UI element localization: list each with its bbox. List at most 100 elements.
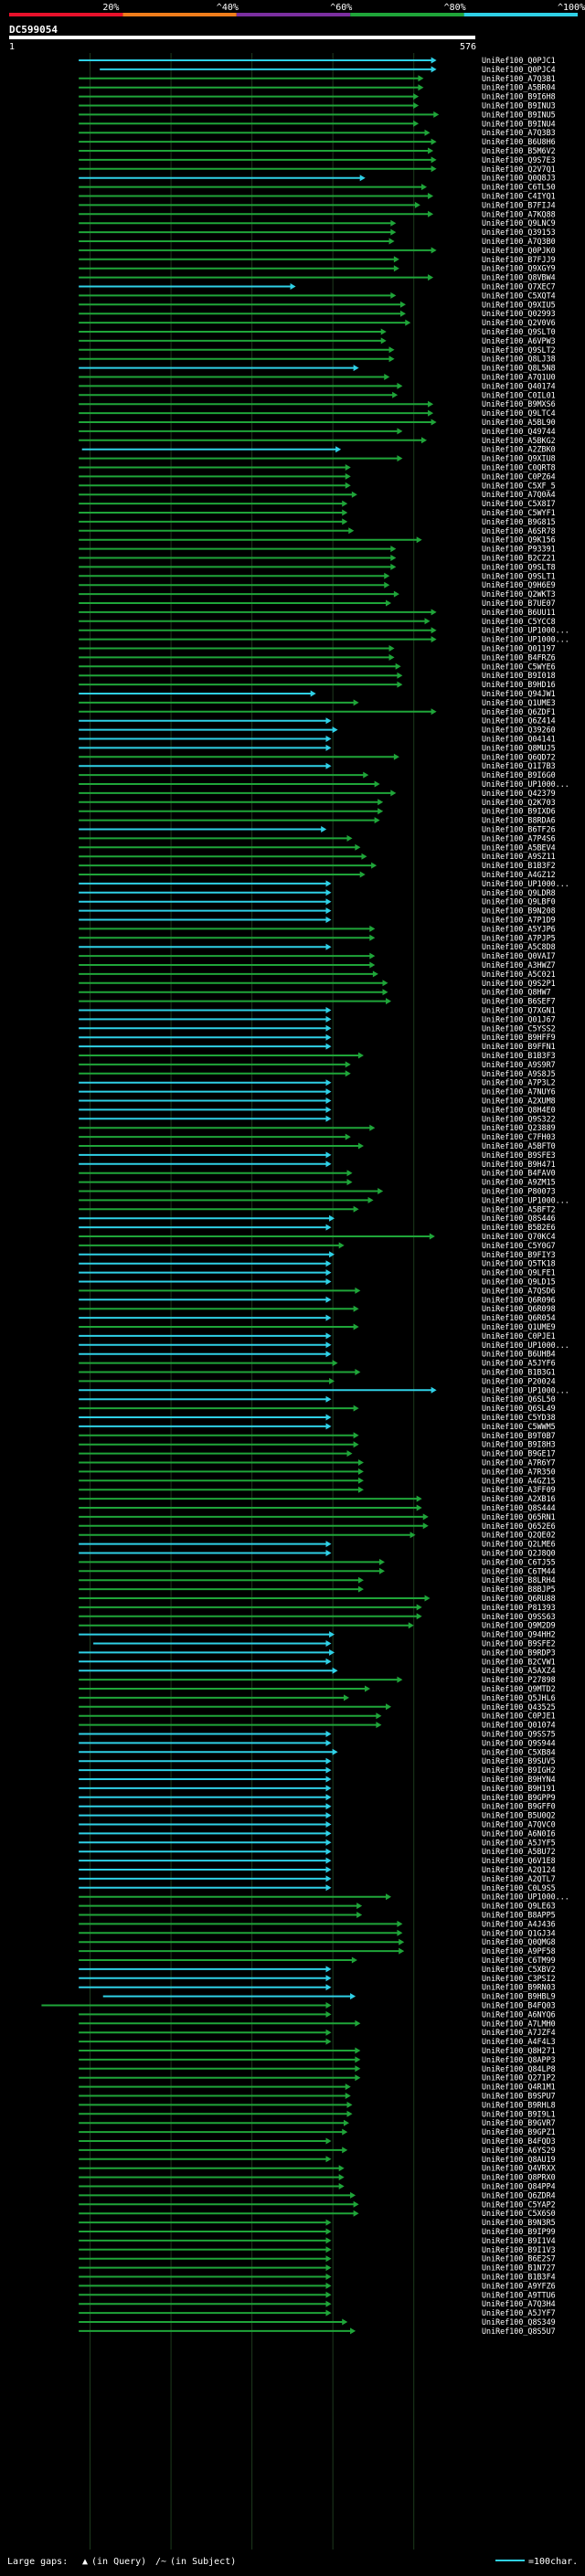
hit-label[interactable]: UniRef100_Q2WKT3 xyxy=(482,589,556,599)
hit-label[interactable]: UniRef100_B6E2S7 xyxy=(482,2254,556,2263)
hit-label[interactable]: UniRef100_B9N208 xyxy=(482,906,556,916)
hit-label[interactable]: UniRef100_C0L9S5 xyxy=(482,1883,556,1892)
hit-label[interactable]: UniRef100_B8LRH4 xyxy=(482,1575,556,1585)
hit-label[interactable]: UniRef100_C6TM44 xyxy=(482,1566,556,1575)
hit-label[interactable]: UniRef100_Q1UME9 xyxy=(482,1322,556,1331)
hit-label[interactable]: UniRef100_UP1000... xyxy=(482,626,569,635)
hit-label[interactable]: UniRef100_Q4R1M1 xyxy=(482,2083,556,2092)
hit-label[interactable]: UniRef100_Q9SS63 xyxy=(482,1612,556,1621)
hit-label[interactable]: UniRef100_Q8L5N8 xyxy=(482,364,556,373)
hit-label[interactable]: UniRef100_A5YJP6 xyxy=(482,924,556,933)
hit-label[interactable]: UniRef100_C0PJE1 xyxy=(482,1712,556,1721)
hit-label[interactable]: UniRef100_Q9LTC4 xyxy=(482,408,556,418)
hit-label[interactable]: UniRef100_Q6RU88 xyxy=(482,1594,556,1603)
hit-label[interactable]: UniRef100_B9HFF9 xyxy=(482,1033,556,1042)
hit-label[interactable]: UniRef100_Q8MUJ5 xyxy=(482,743,556,752)
hit-label[interactable]: UniRef100_B1N727 xyxy=(482,2263,556,2273)
hit-label[interactable]: UniRef100_UP1000... xyxy=(482,1341,569,1350)
hit-label[interactable]: UniRef100_A5BKG2 xyxy=(482,436,556,445)
hit-label[interactable]: UniRef100_Q42379 xyxy=(482,789,556,798)
hit-label[interactable]: UniRef100_Q94HH2 xyxy=(482,1630,556,1639)
hit-label[interactable]: UniRef100_Q8H4E0 xyxy=(482,1105,556,1114)
hit-label[interactable]: UniRef100_Q9SLT8 xyxy=(482,562,556,571)
hit-label[interactable]: UniRef100_A6N0I6 xyxy=(482,1829,556,1838)
hit-label[interactable]: UniRef100_Q4VRXX xyxy=(482,2164,556,2173)
hit-label[interactable]: UniRef100_Q9H6E9 xyxy=(482,580,556,589)
hit-label[interactable]: UniRef100_B9INU3 xyxy=(482,101,556,111)
hit-label[interactable]: UniRef100_A5BU72 xyxy=(482,1847,556,1856)
hit-label[interactable]: UniRef100_A7R6Y7 xyxy=(482,1458,556,1468)
hit-label[interactable]: UniRef100_A5BFT2 xyxy=(482,1204,556,1214)
hit-label[interactable]: UniRef100_B1B3F3 xyxy=(482,1051,556,1060)
hit-label[interactable]: UniRef100_A7P3L2 xyxy=(482,1078,556,1087)
hit-label[interactable]: UniRef100_A7Q3B1 xyxy=(482,74,556,83)
hit-label[interactable]: UniRef100_Q23889 xyxy=(482,1123,556,1132)
hit-label[interactable]: UniRef100_B9GPZ1 xyxy=(482,2127,556,2136)
hit-label[interactable]: UniRef100_Q8S446 xyxy=(482,1214,556,1223)
hit-label[interactable]: UniRef100_B8BJP5 xyxy=(482,1585,556,1594)
hit-label[interactable]: UniRef100_Q8APP3 xyxy=(482,2055,556,2064)
hit-label[interactable]: UniRef100_Q7XEC7 xyxy=(482,282,556,292)
hit-label[interactable]: UniRef100_B9HBL9 xyxy=(482,1992,556,2001)
hit-label[interactable]: UniRef100_A2QTL7 xyxy=(482,1874,556,1883)
hit-label[interactable]: UniRef100_A4F4L3 xyxy=(482,2037,556,2046)
hit-label[interactable]: UniRef100_A9PF58 xyxy=(482,1946,556,1956)
hit-label[interactable]: UniRef100_A7Q3B3 xyxy=(482,128,556,137)
hit-label[interactable]: UniRef100_Q0PJK0 xyxy=(482,246,556,255)
hit-label[interactable]: UniRef100_B5M6V2 xyxy=(482,146,556,155)
hit-label[interactable]: UniRef100_B9RHL8 xyxy=(482,2100,556,2109)
hit-label[interactable]: UniRef100_Q9XIU5 xyxy=(482,300,556,309)
hit-label[interactable]: UniRef100_Q0VAI7 xyxy=(482,951,556,960)
hit-label[interactable]: UniRef100_Q9XGY9 xyxy=(482,264,556,273)
hit-label[interactable]: UniRef100_B9SFE3 xyxy=(482,1150,556,1160)
hit-label[interactable]: UniRef100_A7NUY6 xyxy=(482,1087,556,1097)
hit-label[interactable]: UniRef100_A6YS29 xyxy=(482,2146,556,2155)
hit-label[interactable]: UniRef100_B9RN03 xyxy=(482,1983,556,1992)
hit-label[interactable]: UniRef100_Q8S349 xyxy=(482,2317,556,2327)
hit-label[interactable]: UniRef100_B9GFF0 xyxy=(482,1802,556,1811)
hit-label[interactable]: UniRef100_Q9K156 xyxy=(482,535,556,545)
hit-label[interactable]: UniRef100_B9N3R5 xyxy=(482,2218,556,2227)
hit-label[interactable]: UniRef100_Q6SL49 xyxy=(482,1404,556,1413)
hit-label[interactable]: UniRef100_B9SPU7 xyxy=(482,2092,556,2101)
hit-label[interactable]: UniRef100_B9MXS6 xyxy=(482,399,556,408)
hit-label[interactable]: UniRef100_Q2K703 xyxy=(482,798,556,807)
hit-label[interactable]: UniRef100_Q94JW1 xyxy=(482,689,556,698)
hit-label[interactable]: UniRef100_UP1000... xyxy=(482,779,569,789)
hit-label[interactable]: UniRef100_Q9MTD2 xyxy=(482,1684,556,1693)
hit-label[interactable]: UniRef100_A5JYF5 xyxy=(482,1838,556,1847)
hit-label[interactable]: UniRef100_Q6R096 xyxy=(482,1295,556,1304)
hit-label[interactable]: UniRef100_P20024 xyxy=(482,1376,556,1385)
hit-label[interactable]: UniRef100_C5YD38 xyxy=(482,1413,556,1422)
hit-label[interactable]: UniRef100_B9I1V3 xyxy=(482,2245,556,2254)
hit-label[interactable]: UniRef100_Q9SS75 xyxy=(482,1730,556,1739)
hit-label[interactable]: UniRef100_Q2J8Q0 xyxy=(482,1549,556,1558)
hit-label[interactable]: UniRef100_Q8AU19 xyxy=(482,2155,556,2164)
hit-label[interactable]: UniRef100_A5AXZ4 xyxy=(482,1666,556,1675)
hit-label[interactable]: UniRef100_B1B3F2 xyxy=(482,861,556,870)
hit-label[interactable]: UniRef100_A7KQ88 xyxy=(482,209,556,218)
hit-label[interactable]: UniRef100_Q9LE63 xyxy=(482,1902,556,1911)
hit-label[interactable]: UniRef100_B9IP99 xyxy=(482,2227,556,2236)
hit-label[interactable]: UniRef100_A9S8J5 xyxy=(482,1069,556,1078)
hit-label[interactable]: UniRef100_P81393 xyxy=(482,1603,556,1612)
hit-label[interactable]: UniRef100_Q70KC4 xyxy=(482,1232,556,1241)
hit-label[interactable]: UniRef100_Q6R054 xyxy=(482,1313,556,1322)
hit-label[interactable]: UniRef100_B9FIY3 xyxy=(482,1250,556,1259)
hit-label[interactable]: UniRef100_Q8S444 xyxy=(482,1503,556,1512)
hit-label[interactable]: UniRef100_B9H471 xyxy=(482,1160,556,1169)
hit-label[interactable]: UniRef100_Q9M2D9 xyxy=(482,1621,556,1630)
hit-label[interactable]: UniRef100_P27898 xyxy=(482,1675,556,1684)
hit-label[interactable]: UniRef100_B4FAV0 xyxy=(482,1169,556,1178)
hit-label[interactable]: UniRef100_Q1I7B3 xyxy=(482,761,556,770)
hit-label[interactable]: UniRef100_B7FIJ4 xyxy=(482,200,556,209)
hit-label[interactable]: UniRef100_A4GZ15 xyxy=(482,1476,556,1485)
hit-label[interactable]: UniRef100_C5WYF1 xyxy=(482,508,556,517)
hit-label[interactable]: UniRef100_C5XBV2 xyxy=(482,1965,556,1974)
hit-label[interactable]: UniRef100_Q04141 xyxy=(482,735,556,744)
hit-label[interactable]: UniRef100_A7LMH0 xyxy=(482,2019,556,2028)
hit-label[interactable]: UniRef100_B9FFN1 xyxy=(482,1042,556,1051)
hit-label[interactable]: UniRef100_Q65RN1 xyxy=(482,1512,556,1521)
hit-label[interactable]: UniRef100_Q6R098 xyxy=(482,1304,556,1313)
hit-label[interactable]: UniRef100_Q01197 xyxy=(482,644,556,653)
